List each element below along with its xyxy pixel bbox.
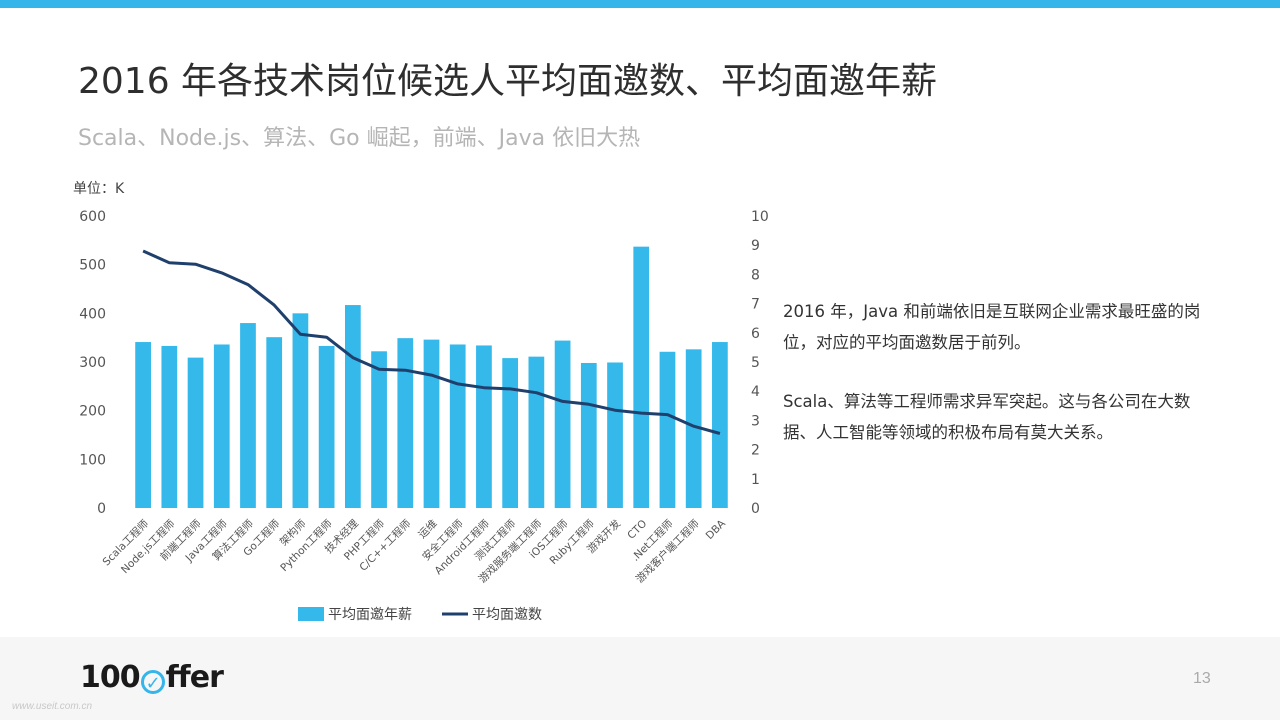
y-left-tick-label: 400 — [79, 306, 106, 322]
notes-panel: 2016 年，Java 和前端依旧是互联网企业需求最旺盛的岗位，对应的平均面邀数… — [783, 296, 1223, 476]
page-number: 13 — [1193, 670, 1211, 687]
bar — [528, 356, 545, 508]
watermark: www.useit.com.cn — [12, 701, 93, 712]
y-right-tick-label: 7 — [751, 297, 760, 313]
bar — [633, 246, 650, 508]
bar — [449, 344, 466, 508]
unit-label: 单位：K — [73, 181, 125, 197]
y-right-tick-label: 8 — [751, 267, 760, 283]
bar — [685, 349, 702, 508]
bar — [318, 345, 335, 508]
bar — [266, 337, 283, 508]
bar — [502, 358, 519, 508]
bar — [161, 345, 178, 508]
note-paragraph-1: 2016 年，Java 和前端依旧是互联网企业需求最旺盛的岗位，对应的平均面邀数… — [783, 302, 1201, 352]
bar — [476, 345, 492, 508]
legend-label-bar: 平均面邀年薪 — [328, 607, 412, 623]
y-right-tick-label: 2 — [751, 443, 760, 459]
bar — [240, 323, 256, 508]
y-right-tick-label: 3 — [751, 413, 760, 429]
x-tick-label: DBA — [704, 517, 729, 542]
bar — [344, 305, 361, 508]
bar — [292, 313, 309, 508]
bar — [213, 344, 230, 508]
y-right-tick-label: 4 — [751, 384, 760, 400]
top-accent-bar — [0, 0, 1280, 8]
y-right-tick-label: 1 — [751, 472, 760, 488]
brand-logo: 100 ✓ ffer — [80, 660, 224, 695]
bar — [580, 362, 597, 508]
y-right-tick-label: 5 — [751, 355, 760, 371]
bar — [607, 362, 623, 508]
series-line — [142, 249, 721, 435]
combo-chart: 0100200300400500600012345678910Scala工程师N… — [79, 209, 769, 623]
bar — [397, 338, 414, 508]
y-right-tick-label: 0 — [751, 501, 760, 517]
logo-text-suffix: ffer — [165, 660, 224, 695]
bar — [135, 342, 151, 508]
y-right-tick-label: 10 — [751, 209, 769, 225]
bar — [554, 340, 571, 508]
y-left-tick-label: 600 — [79, 209, 106, 225]
footer-band — [0, 637, 1280, 720]
y-left-tick-label: 100 — [79, 452, 106, 468]
y-left-tick-label: 0 — [97, 501, 106, 517]
legend-label-line: 平均面邀数 — [472, 607, 542, 623]
note-paragraph-2: Scala、算法等工程师需求异军突起。这与各公司在大数据、人工智能等领域的积极布… — [783, 392, 1191, 442]
bar — [371, 351, 387, 508]
logo-text-prefix: 100 — [80, 660, 141, 695]
bar — [187, 357, 204, 508]
slide-subtitle: Scala、Node.js、算法、Go 崛起，前端、Java 依旧大热 — [78, 126, 641, 151]
bar — [423, 339, 440, 508]
y-left-tick-label: 200 — [79, 404, 106, 420]
bar — [659, 351, 676, 508]
y-left-tick-label: 300 — [79, 355, 106, 371]
y-left-tick-label: 500 — [79, 258, 106, 274]
bar — [712, 342, 728, 508]
slide-title: 2016 年各技术岗位候选人平均面邀数、平均面邀年薪 — [78, 61, 938, 102]
legend-swatch-bar — [298, 607, 324, 621]
check-circle-icon: ✓ — [140, 670, 165, 694]
y-right-tick-label: 9 — [751, 238, 760, 254]
y-right-tick-label: 6 — [751, 326, 760, 342]
